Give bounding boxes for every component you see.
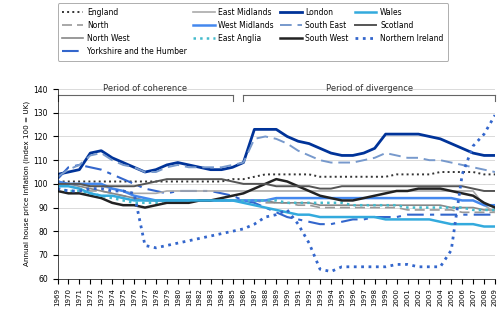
Legend: England, North, North West, Yorkshire and the Humber, East Midlands, West Midlan: England, North, North West, Yorkshire an… (58, 3, 448, 61)
Text: Period of divergence: Period of divergence (326, 84, 413, 93)
Y-axis label: Annual house price inflation (index 100 = UK): Annual house price inflation (index 100 … (24, 101, 30, 266)
Text: Period of coherence: Period of coherence (103, 84, 187, 93)
